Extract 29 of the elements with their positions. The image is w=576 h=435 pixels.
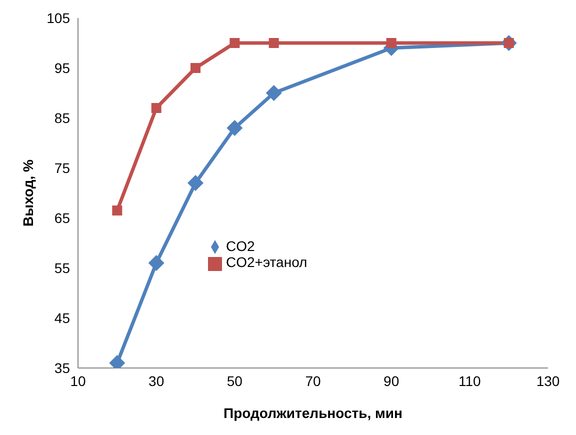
point (151, 103, 162, 113)
x-tick-label: 130 (536, 372, 560, 389)
x-axis-title: Продолжительность, мин (224, 405, 402, 421)
point (268, 38, 279, 48)
x-tick-label: 70 (305, 372, 321, 389)
point (190, 63, 200, 73)
x-tick-label: 50 (226, 372, 243, 389)
y-tick-label: 85 (54, 110, 70, 126)
point (386, 38, 396, 48)
y-axis-title: Выход, % (20, 158, 36, 226)
y-tick-label: 65 (54, 210, 70, 226)
point (226, 120, 243, 136)
x-tick-label: 30 (148, 372, 164, 389)
x-tick-label: 110 (458, 372, 482, 389)
y-tick-label: 95 (54, 60, 70, 76)
point (148, 255, 164, 271)
y-tick-label: 75 (54, 160, 70, 176)
point (230, 38, 240, 48)
y-tick-label: 45 (54, 310, 70, 326)
point (188, 175, 204, 191)
x-tick-label: 90 (384, 372, 400, 389)
legend-label: CO2 (226, 238, 255, 254)
y-tick-label: 105 (46, 10, 70, 26)
legend-label: CO2+этанол (226, 254, 308, 270)
point (112, 206, 122, 216)
x-tick-label: 10 (70, 372, 86, 389)
point (266, 85, 282, 101)
y-tick-label: 55 (54, 260, 70, 276)
y-tick-label: 35 (54, 360, 70, 376)
